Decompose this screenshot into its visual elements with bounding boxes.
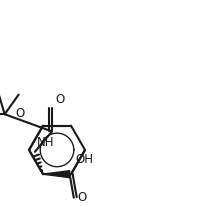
Text: OH: OH — [76, 153, 94, 166]
Polygon shape — [43, 171, 70, 178]
Text: NH: NH — [37, 136, 54, 149]
Text: O: O — [55, 93, 64, 106]
Text: O: O — [78, 191, 87, 204]
Text: O: O — [15, 107, 24, 120]
